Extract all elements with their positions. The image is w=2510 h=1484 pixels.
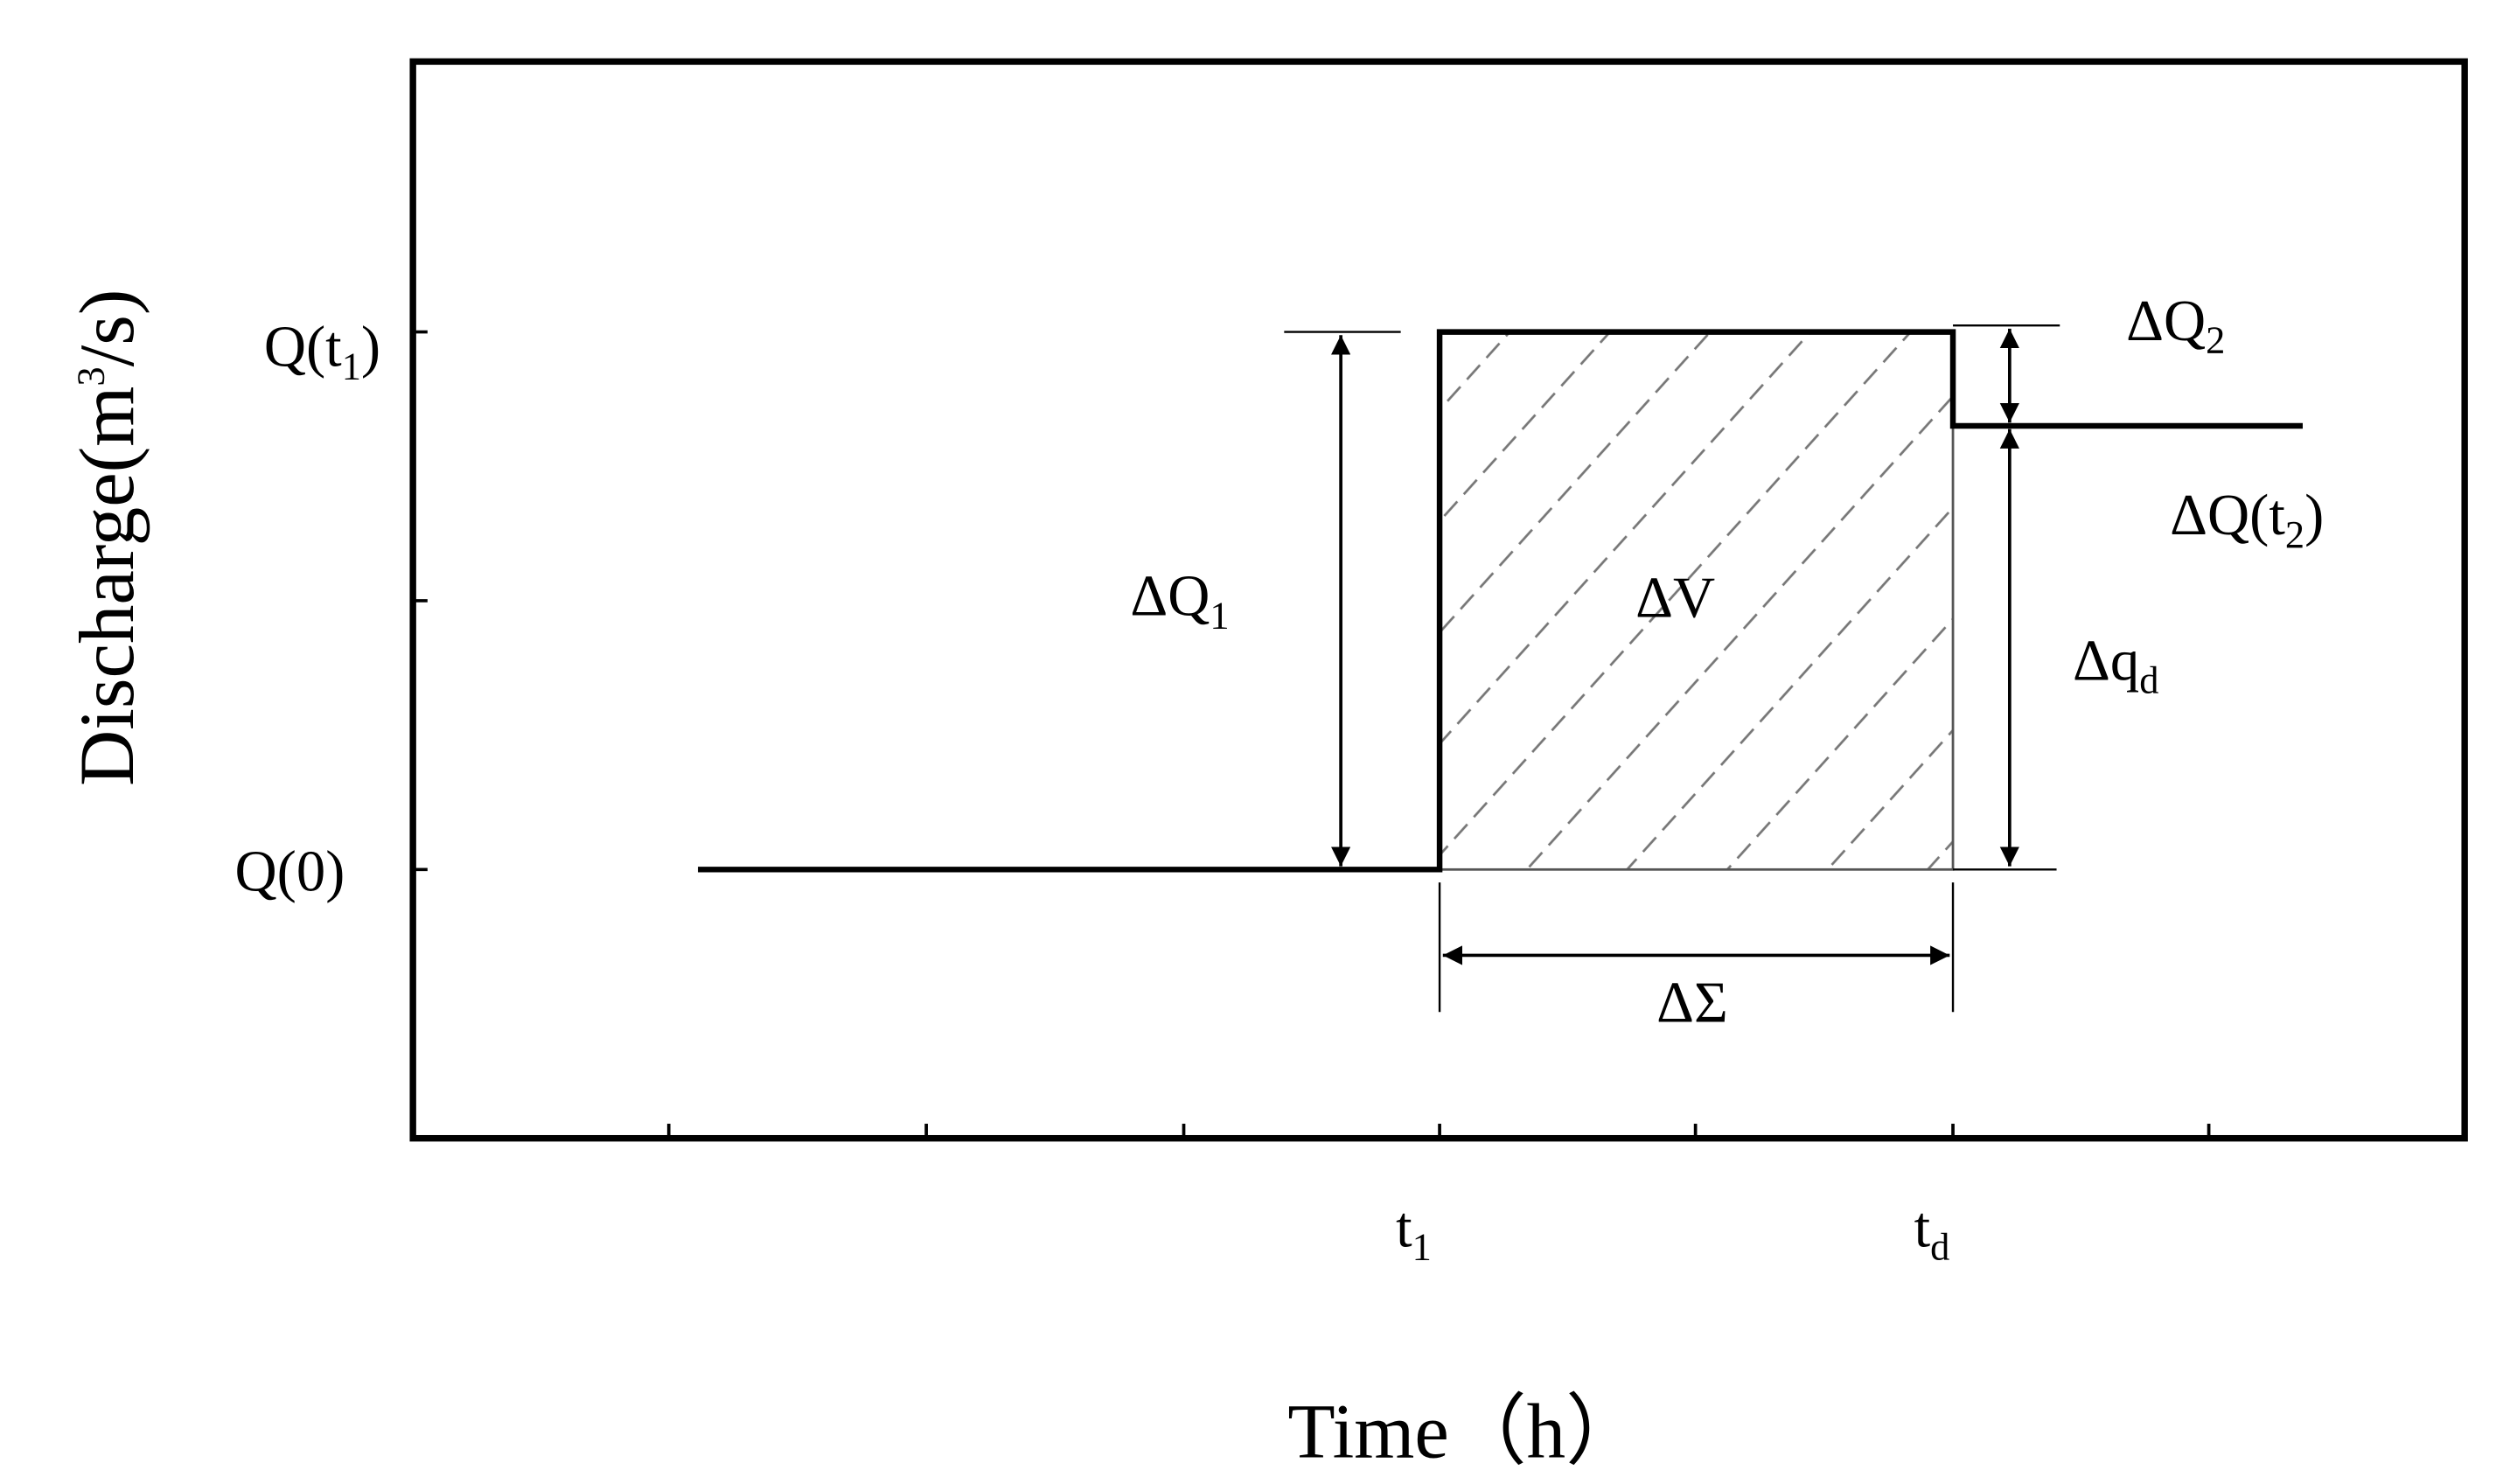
- y-axis-title-sup: 3: [69, 366, 113, 386]
- dimension-lines: [1284, 324, 2060, 1013]
- y-tick-label: Q(t1): [264, 315, 380, 387]
- annotation-base: ΔQ: [1130, 565, 1210, 629]
- annotation-sub: 2: [2285, 512, 2304, 556]
- annotation: ΔQ2: [2126, 289, 2225, 362]
- annotation-base: ΔQ(t: [2170, 484, 2285, 547]
- y-ticks: [413, 330, 428, 872]
- y-axis-title-base: Discharge(m: [65, 387, 150, 786]
- annotation: ΔV: [1635, 566, 1715, 630]
- annotation-tail: ): [2304, 484, 2324, 547]
- annotation-sub: 2: [2206, 318, 2225, 362]
- annotation-base: ΔQ: [2126, 289, 2206, 353]
- annotation: Δqd: [2073, 630, 2158, 702]
- y-tick-base: Q(t: [264, 315, 342, 379]
- x-ticks: [666, 1124, 2211, 1139]
- y-tick-sub: 1: [342, 344, 361, 387]
- y-axis-title-tail: /s): [65, 289, 150, 367]
- x-axis-title: Time（h）: [1287, 1389, 1643, 1474]
- annotation-sub: 1: [1210, 593, 1229, 637]
- annotation: ΔQ(t2): [2170, 484, 2324, 556]
- y-axis-title: Discharge(m3/s): [65, 289, 150, 786]
- x-tick-sub: d: [1930, 1225, 1949, 1269]
- annotation-base: Δq: [2073, 630, 2139, 693]
- dimension-arrows: [1331, 328, 2019, 965]
- annotation-sub: d: [2139, 658, 2158, 701]
- x-tick-base: t: [1396, 1196, 1412, 1260]
- annotation: ΔΣ: [1656, 971, 1728, 1035]
- volume-area: [1438, 331, 1955, 871]
- y-tick-label: Q(0): [235, 840, 345, 903]
- x-tick-label: td: [1914, 1196, 1950, 1269]
- x-tick-base: t: [1914, 1196, 1931, 1260]
- annotation: ΔQ1: [1130, 565, 1229, 637]
- discharge-line: [698, 329, 2303, 873]
- x-tick-label: t1: [1396, 1196, 1432, 1269]
- y-tick-tail: ): [361, 315, 380, 379]
- x-tick-sub: 1: [1412, 1225, 1432, 1269]
